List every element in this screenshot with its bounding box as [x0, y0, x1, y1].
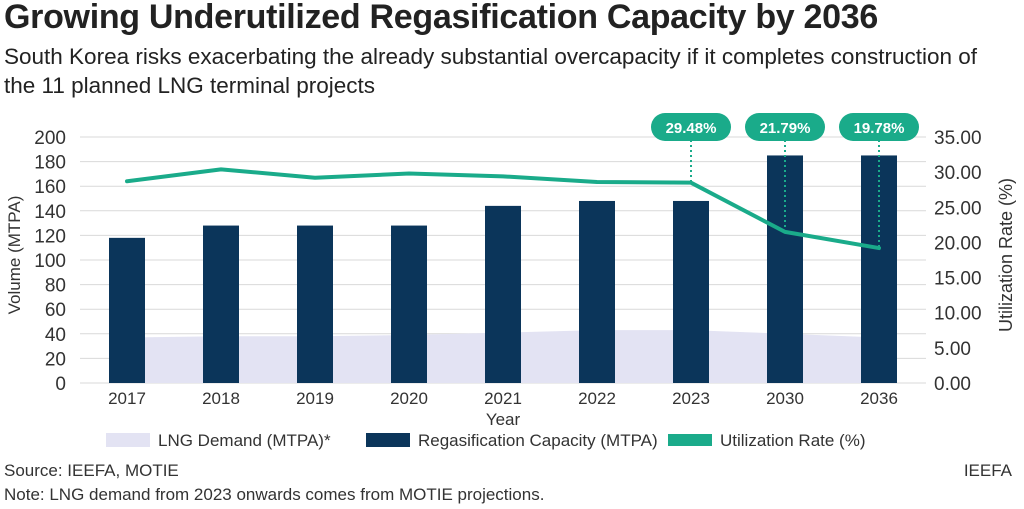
legend-regasification-capacity-label: Regasification Capacity (MTPA) [418, 431, 658, 450]
x-tick-label: 2019 [296, 389, 334, 408]
y2-tick-label: 10.00 [934, 304, 982, 325]
legend-utilization-rate-label: Utilization Rate (%) [720, 431, 866, 450]
x-tick-label: 2023 [672, 389, 710, 408]
source-note: Source: IEEFA, MOTIE [4, 461, 179, 480]
legend-lng-demand-label: LNG Demand (MTPA)* [158, 431, 331, 450]
annotation-label-2036: 19.78% [854, 120, 905, 137]
y-tick-label: 40 [45, 325, 66, 346]
annotation-pill-2036 [839, 113, 919, 141]
y2-tick-label: 15.00 [934, 269, 982, 290]
brand-label: IEEFA [963, 461, 1012, 480]
y2-tick-label: 30.00 [934, 163, 982, 184]
regasification-bar-2021 [485, 205, 521, 383]
y-tick-label: 180 [34, 153, 66, 174]
chart-title: Growing Underutilized Regasification Cap… [4, 0, 878, 36]
legend-lng-demand-swatch [106, 433, 150, 447]
annotation-label-2023: 29.48% [666, 120, 717, 137]
x-tick-label: 2020 [390, 389, 428, 408]
x-tick-label: 2022 [578, 389, 616, 408]
y-tick-label: 60 [45, 300, 66, 321]
regasification-bar-2017 [109, 237, 145, 383]
y2-tick-label: 0.00 [934, 374, 971, 395]
chart-subtitle: South Korea risks exacerbating the alrea… [4, 44, 978, 98]
utilization-rate-line [125, 167, 881, 251]
y2-tick-label: 5.00 [934, 339, 971, 360]
x-tick-label: 2018 [202, 389, 240, 408]
x-tick-label: 2017 [108, 389, 146, 408]
y2-axis-title: Utilization Rate (%) [996, 178, 1016, 332]
annotation-label-2030: 21.79% [760, 120, 811, 137]
x-tick-label: 2036 [860, 389, 898, 408]
y-tick-label: 0 [55, 374, 66, 395]
regasification-bar-2019 [297, 225, 333, 383]
y-tick-label: 160 [34, 177, 66, 198]
x-axis-title: Year [486, 410, 521, 429]
x-tick-label: 2021 [484, 389, 522, 408]
annotation-pill-2030 [745, 113, 825, 141]
annotation-pill-2023 [651, 113, 731, 141]
footnote: Note: LNG demand from 2023 onwards comes… [4, 485, 545, 504]
regasification-bar-2023 [673, 200, 709, 383]
x-tick-label: 2030 [766, 389, 804, 408]
regasification-bar-2030 [767, 155, 803, 383]
y-tick-label: 200 [34, 128, 66, 149]
y-tick-label: 140 [34, 202, 66, 223]
y2-tick-label: 20.00 [934, 233, 982, 254]
y-tick-label: 80 [45, 276, 66, 297]
y-tick-label: 120 [34, 226, 66, 247]
y2-tick-label: 25.00 [934, 198, 982, 219]
regasification-bar-2020 [391, 225, 427, 383]
regasification-bar-2036 [861, 155, 897, 383]
regasification-bar-2018 [203, 225, 239, 383]
y2-tick-label: 35.00 [934, 128, 982, 149]
legend-regasification-capacity-swatch [366, 433, 410, 447]
legend-utilization-rate-swatch [668, 434, 712, 446]
y-tick-label: 20 [45, 349, 66, 370]
regasification-bar-2022 [579, 200, 615, 383]
y-axis-title: Volume (MTPA) [5, 196, 24, 315]
y-tick-label: 100 [34, 251, 66, 272]
